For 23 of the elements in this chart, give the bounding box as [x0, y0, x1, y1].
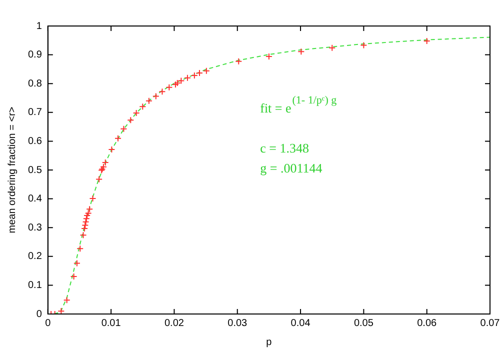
annotation: g = .001144: [260, 160, 323, 176]
x-tick-label: 0.02: [164, 318, 184, 329]
y-tick-label: 0.2: [28, 251, 42, 262]
y-axis-title: mean ordering fraction = <r>: [6, 106, 18, 234]
y-tick-label: 1: [36, 20, 42, 32]
x-tick-label: 0.01: [101, 318, 122, 329]
y-tick-label: 0: [36, 308, 42, 320]
y-tick-label: 0.6: [28, 136, 42, 147]
x-tick-label: 0.03: [228, 318, 248, 329]
annotation: c = 1.348: [260, 140, 309, 156]
x-tick-label: 0.07: [480, 318, 500, 329]
x-axis-title: p: [266, 336, 272, 348]
x-tick-label: 0.05: [354, 318, 374, 329]
y-tick-label: 0.8: [28, 78, 42, 90]
x-tick-label: 0: [45, 318, 52, 329]
y-tick-label: 0.7: [28, 107, 42, 118]
y-tick-label: 0.1: [28, 280, 42, 291]
y-tick-label: 0.4: [28, 194, 42, 205]
x-tick-label: 0.04: [290, 318, 311, 329]
x-tick-label: 0.06: [417, 318, 438, 329]
y-tick-label: 0.3: [28, 222, 42, 234]
y-tick-label: 0.5: [28, 164, 42, 176]
y-tick-label: 0.9: [28, 50, 42, 61]
